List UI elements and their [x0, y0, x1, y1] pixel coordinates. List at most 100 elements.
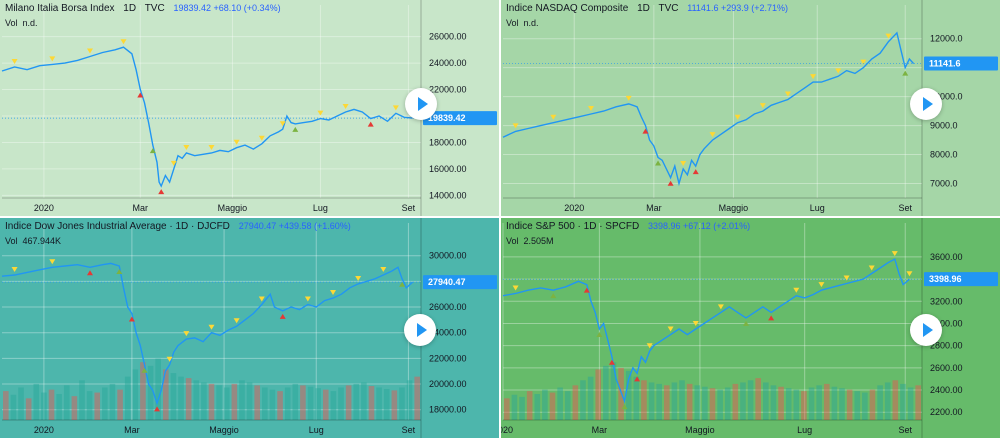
last-price-tag [423, 111, 497, 126]
signal-marker [392, 105, 399, 111]
signal-marker [692, 169, 699, 175]
volume-bar [216, 385, 222, 420]
volume-bar [3, 391, 9, 420]
volume-bar [587, 376, 594, 420]
y-tick-label: 18000.00 [429, 137, 467, 147]
volume-bar [862, 392, 868, 420]
price-line [1, 46, 413, 188]
x-tick-label: Lug [309, 425, 324, 435]
volume-bar [793, 389, 800, 420]
volume-bar [56, 393, 62, 420]
signal-marker [843, 275, 850, 281]
y-tick-label: 14000.00 [429, 190, 467, 200]
price-line [502, 31, 915, 187]
volume-bar [808, 387, 815, 420]
y-tick-label: 26000.00 [429, 302, 467, 312]
last-price-label: 27940.47 [428, 277, 466, 287]
chart-interval: 1D [123, 3, 137, 14]
volume-bar [399, 387, 405, 420]
volume-bar [526, 391, 533, 420]
volume-bar [740, 382, 746, 420]
play-button[interactable] [405, 88, 437, 120]
volume-bar [915, 385, 921, 420]
signal-marker [743, 320, 750, 326]
y-tick-label: 2400.00 [930, 385, 963, 395]
volume-bar [132, 369, 139, 420]
play-button[interactable] [910, 88, 942, 120]
volume-bar [656, 383, 662, 420]
chart-header: Indice S&P 500 · 1D · SPCFD 3398.96 +67.… [506, 221, 750, 232]
volume-bar [246, 382, 253, 420]
y-tick-label: 22000.00 [429, 353, 467, 363]
signal-marker [587, 106, 594, 111]
volume-value: n.d. [22, 18, 38, 28]
signal-marker [906, 271, 913, 277]
last-price-label: 11141.6 [929, 59, 961, 69]
play-button[interactable] [910, 314, 942, 346]
signal-marker [784, 91, 791, 97]
y-tick-label: 16000.00 [429, 164, 467, 174]
volume-bar [338, 387, 344, 420]
volume-bar [702, 386, 708, 420]
volume-legend: Vol n.d. [5, 18, 38, 28]
volume-bar [641, 380, 647, 420]
volume-bar [542, 389, 548, 420]
volume-bar [839, 388, 845, 420]
volume-bar [519, 396, 525, 420]
volume-bar [724, 387, 731, 420]
chart-canvas: 3600.003400.003200.003000.002800.002600.… [501, 218, 1000, 438]
x-tick-label: Mar [133, 203, 149, 213]
volume-bar [383, 388, 390, 420]
signal-marker [233, 318, 240, 324]
signal-marker [734, 114, 741, 120]
y-tick-label: 26000.00 [429, 32, 467, 42]
y-tick-label: 22000.00 [429, 85, 467, 95]
signal-marker [835, 68, 842, 74]
signal-marker [120, 39, 127, 45]
x-tick-label: Lug [810, 203, 825, 213]
y-tick-label: 18000.00 [429, 405, 467, 415]
volume-bar [504, 398, 510, 420]
signal-marker [550, 293, 557, 299]
signal-marker [317, 110, 324, 116]
volume-legend: Vol 467.944K [5, 236, 61, 246]
volume-value: 467.944K [22, 236, 62, 246]
volume-bar [511, 394, 518, 420]
volume-bar [747, 380, 754, 420]
signal-marker [621, 404, 628, 410]
volume-label: Vol [506, 236, 519, 246]
volume-bar [361, 382, 367, 420]
signal-marker [86, 48, 93, 54]
signal-marker [642, 128, 649, 134]
volume-bar [170, 373, 177, 420]
signal-marker [11, 59, 18, 65]
volume-bar [564, 391, 571, 420]
volume-bar [94, 392, 101, 420]
chart-header: Indice NASDAQ Composite 1D TVC 11141.6 +… [506, 3, 788, 14]
volume-bar [625, 370, 632, 420]
signal-marker [759, 103, 766, 109]
x-tick-label: Mar [592, 425, 608, 435]
signal-marker [583, 287, 590, 293]
volume-bar [580, 380, 586, 420]
volume-bar [831, 386, 838, 420]
x-tick-label: Mar [124, 425, 140, 435]
volume-bar [671, 382, 678, 420]
signal-marker [183, 331, 190, 337]
play-button[interactable] [404, 314, 436, 346]
volume-bar [686, 383, 693, 420]
chart-quote: 3398.96 +67.12 (+2.01%) [647, 221, 751, 231]
chart-header: Milano Italia Borsa Index 1D TVC 19839.4… [5, 3, 281, 14]
signal-marker [86, 270, 93, 276]
x-tick-label: 2020 [501, 425, 513, 435]
volume-bar [846, 389, 853, 420]
y-tick-label: 2600.00 [930, 363, 963, 373]
x-tick-label: Maggio [719, 203, 749, 213]
y-tick-label: 2800.00 [930, 341, 963, 351]
signal-marker [208, 145, 215, 151]
x-tick-label: Lug [797, 425, 812, 435]
volume-legend: Vol n.d. [506, 18, 539, 28]
volume-bar [185, 378, 192, 420]
volume-bar [869, 389, 876, 420]
volume-bar [633, 376, 640, 420]
